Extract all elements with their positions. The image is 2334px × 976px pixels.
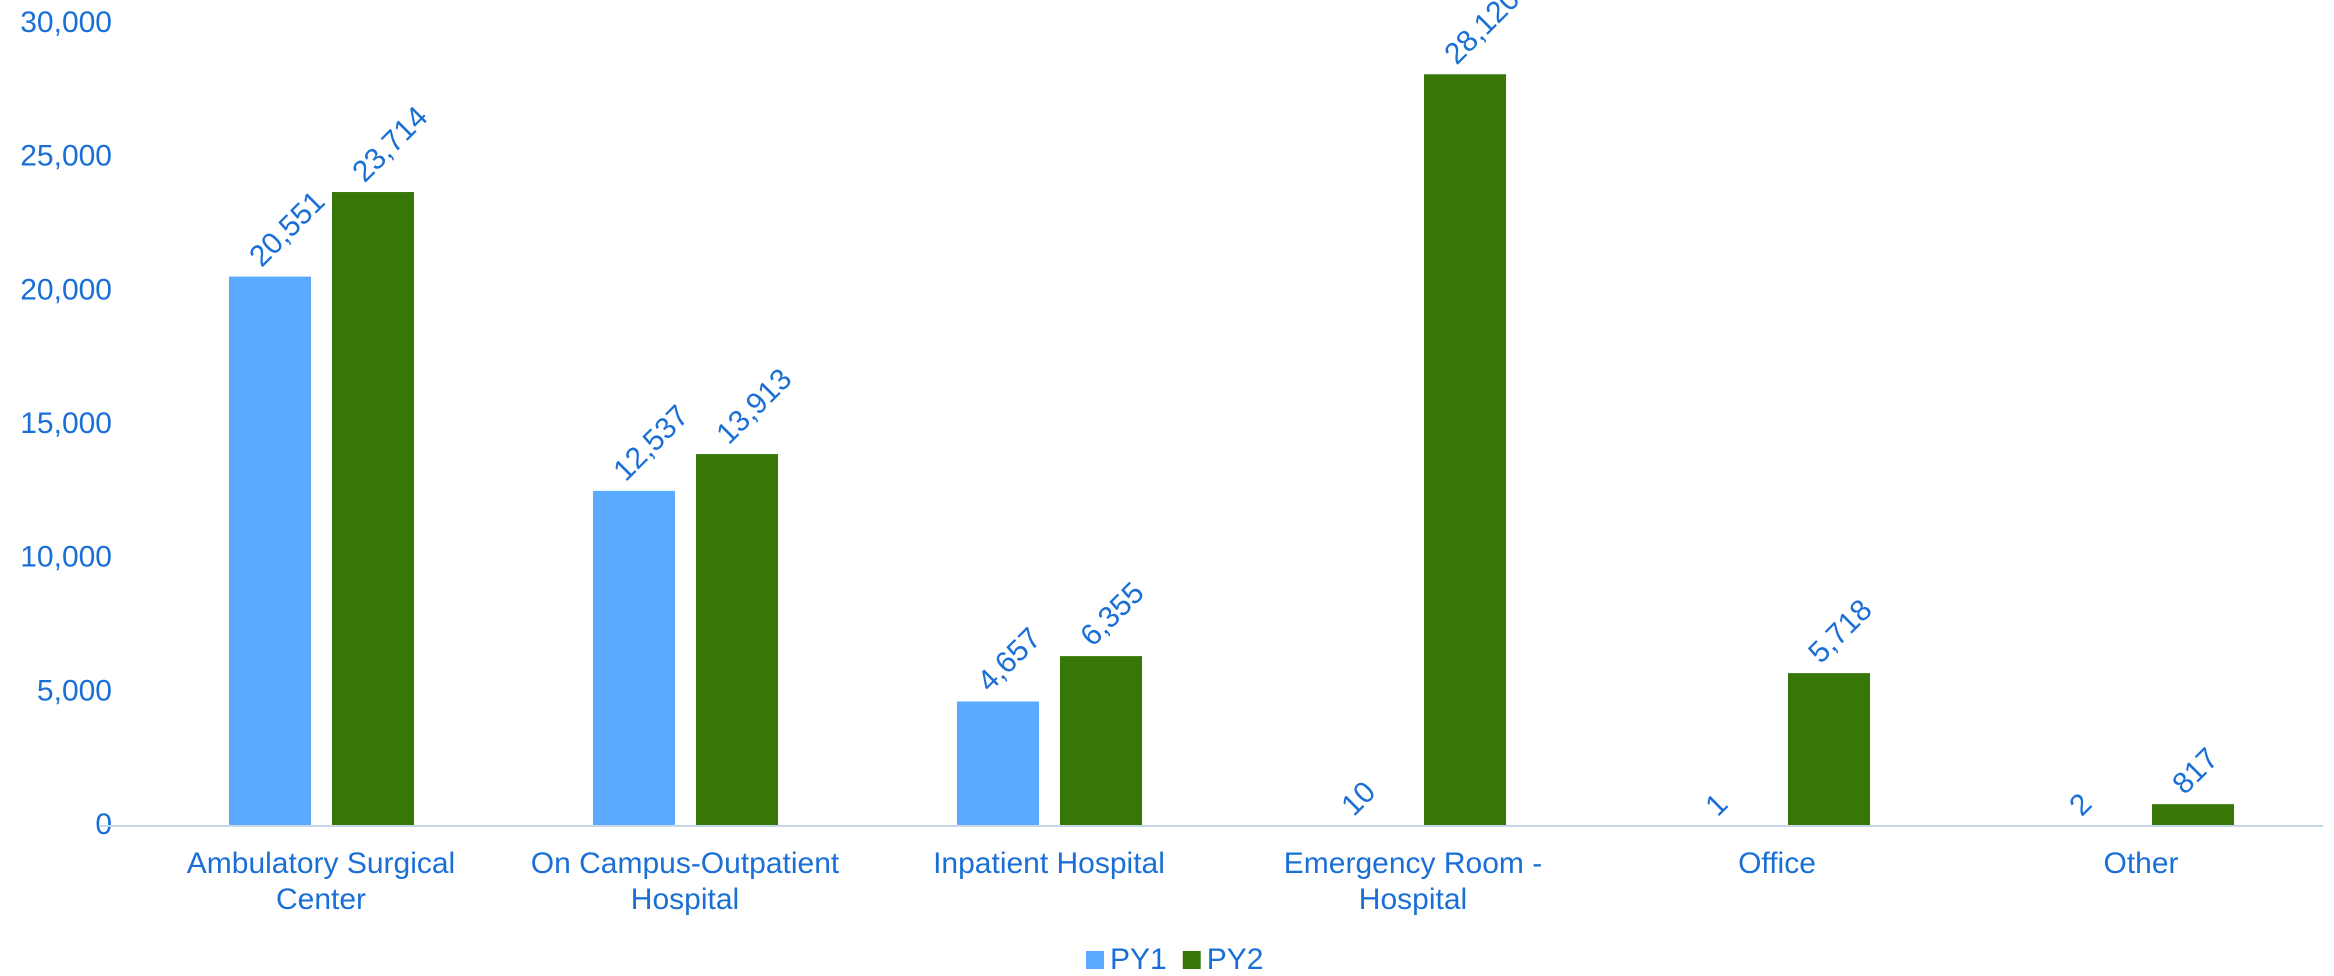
data-label: 817 [2166,742,2225,801]
bar [332,192,414,827]
y-tick-label: 15,000 [20,407,112,440]
y-tick-label: 0 [95,808,112,841]
x-tick-label: Office [1738,847,1816,880]
y-tick-label: 30,000 [20,6,112,39]
data-label: 10 [1335,775,1382,822]
bar [1788,673,1870,826]
y-tick-label: 25,000 [20,140,112,173]
bar [2152,804,2234,826]
data-label: 5,718 [1802,593,1878,669]
data-label: 4,657 [971,622,1047,698]
bar [696,454,778,826]
y-tick-label: 10,000 [20,541,112,574]
bar [593,490,675,826]
x-tick-label: Ambulatory Surgical Center [186,847,456,916]
x-tick-label: Emergency Room - Hospital [1283,847,1543,916]
legend-swatch [1086,951,1104,969]
x-tick-label: Inpatient Hospital [933,847,1165,880]
legend-label: PY1 [1110,943,1167,976]
legend-label: PY2 [1207,943,1264,976]
data-label: 13,913 [710,362,798,450]
data-label: 28,120 [1438,0,1526,71]
data-label: 2 [2063,787,2098,822]
y-tick-label: 5,000 [37,674,112,707]
bar [1060,656,1142,826]
x-tick-label: On Campus-Outpatient Hospital [530,847,840,916]
data-label: 20,551 [243,185,331,273]
data-label: 6,355 [1074,576,1150,652]
data-label: 1 [1699,787,1734,822]
x-tick-label: Other [2103,847,2179,880]
y-tick-label: 20,000 [20,273,112,306]
data-label: 23,714 [346,100,434,188]
legend-swatch [1182,951,1201,969]
data-label: 12,537 [607,399,695,487]
bar [1424,74,1506,826]
bar [229,276,311,826]
bar [957,701,1039,826]
